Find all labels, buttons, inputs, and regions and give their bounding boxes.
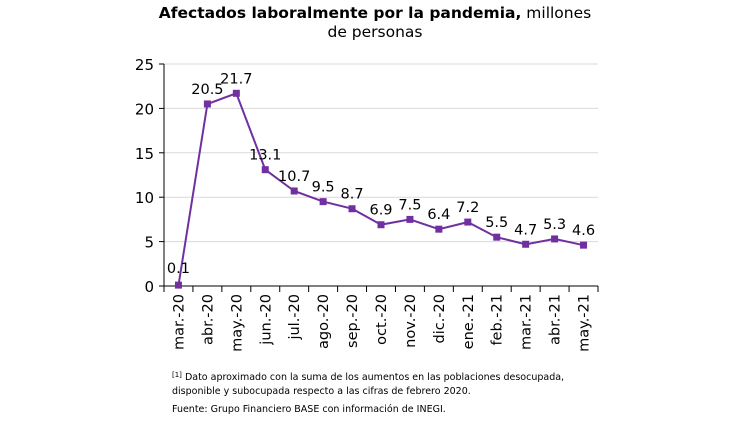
data-label: 0.1 <box>167 261 190 277</box>
data-label: 7.5 <box>398 197 421 213</box>
x-tick-label: mar.-20 <box>171 294 187 350</box>
y-tick-labels: 0 5 10 15 20 25 <box>135 56 154 296</box>
line-chart: 0 5 10 15 20 25 mar.-20 abr.-20 may.-20 jun.-20 j… <box>135 56 599 352</box>
series-line <box>177 92 584 286</box>
y-tick-label: 20 <box>135 100 154 118</box>
footnote: [1] Dato aproximado con la suma de los a… <box>172 368 612 399</box>
data-label: 13.1 <box>249 148 281 164</box>
source-note: Fuente: Grupo Financiero BASE con inform… <box>172 404 446 415</box>
x-tick-label: ene.-21 <box>461 294 477 349</box>
footnote-text: Dato aproximado con la suma de los aumen… <box>172 372 565 397</box>
y-tick-label: 0 <box>144 278 154 296</box>
data-point <box>377 221 385 229</box>
x-tick-label: may.-21 <box>577 294 593 352</box>
footnote-mark: [1] <box>172 371 182 379</box>
data-point <box>551 235 559 243</box>
data-point <box>174 281 182 289</box>
x-tick-label: may.-20 <box>229 294 245 352</box>
x-tick-label: jul.-20 <box>287 294 303 341</box>
data-label: 10.7 <box>278 169 310 185</box>
y-tick-label: 25 <box>135 56 154 74</box>
x-tick-label: nov.-20 <box>403 294 419 348</box>
data-label: 8.7 <box>341 187 364 203</box>
data-point <box>580 241 588 249</box>
data-point <box>493 233 501 241</box>
data-labels: 0.1 20.521.7 13.1 10.79.5 8.7 6.9 7.5 6.4 7.2 5.5… <box>167 71 595 277</box>
x-tick-label: feb.-21 <box>490 294 506 346</box>
y-tick-label: 10 <box>135 189 154 207</box>
data-label: 5.5 <box>485 215 508 231</box>
x-tick-label: oct.-20 <box>374 294 390 345</box>
x-tick-label: dic.-20 <box>432 294 448 344</box>
x-tick-label: jun.-20 <box>258 294 274 346</box>
data-point <box>319 198 327 206</box>
chart-title-bold: Afectados laboralmente por la pandemia, <box>158 4 522 22</box>
data-label: 7.2 <box>456 200 479 216</box>
data-point <box>435 225 443 233</box>
data-point <box>203 100 211 108</box>
data-point <box>406 215 414 223</box>
y-tick-label: 5 <box>144 234 154 252</box>
data-point <box>464 218 472 226</box>
x-tick-labels: mar.-20 abr.-20 may.-20 jun.-20 jul.-20 ago.-… <box>171 294 592 352</box>
chart-title: Afectados laboralmente por la pandemia, … <box>0 4 750 42</box>
x-tick-label: abr.-21 <box>548 294 564 345</box>
axes <box>159 63 599 292</box>
data-label: 9.5 <box>312 180 335 196</box>
data-label: 20.5 <box>191 82 223 98</box>
y-tick-label: 15 <box>135 145 154 163</box>
x-tick-label: sep.-20 <box>345 294 361 348</box>
chart-title-rest: millones <box>521 4 592 22</box>
data-label: 6.4 <box>427 207 450 223</box>
data-point <box>348 205 356 213</box>
data-label: 5.3 <box>543 217 566 233</box>
data-point <box>232 89 240 97</box>
series <box>174 89 588 289</box>
data-label: 4.7 <box>514 222 537 238</box>
data-label: 21.7 <box>220 71 252 87</box>
data-point <box>522 240 530 248</box>
data-point <box>261 166 269 174</box>
chart-title-line2: de personas <box>327 23 423 41</box>
data-label: 4.6 <box>572 223 595 239</box>
x-tick-label: ago.-20 <box>316 294 332 349</box>
data-point <box>290 187 298 195</box>
x-tick-label: mar.-21 <box>519 294 535 350</box>
data-label: 6.9 <box>369 203 392 219</box>
x-tick-label: abr.-20 <box>200 294 216 345</box>
